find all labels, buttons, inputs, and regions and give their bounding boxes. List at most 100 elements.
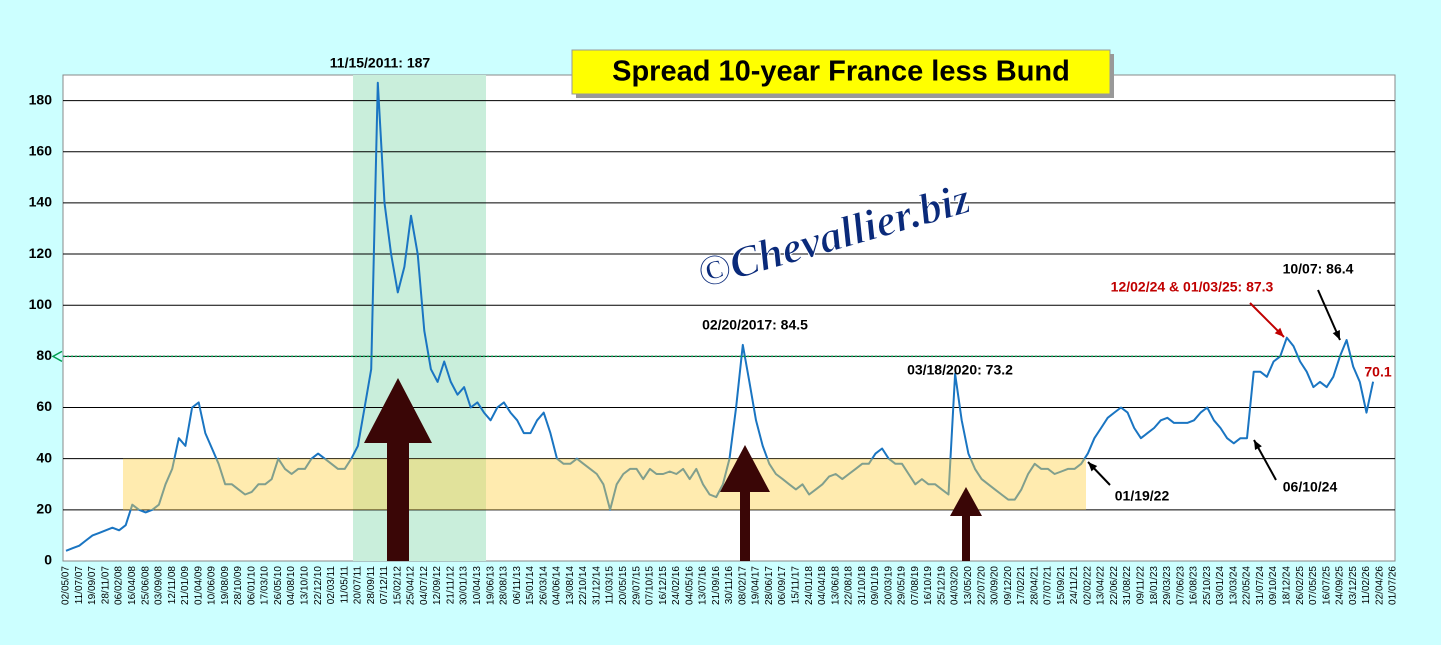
annotation: 03/18/2020: 73.2 <box>907 362 1013 378</box>
x-tick-label: 21/11/12 <box>445 566 456 605</box>
annotation: 11/15/2011: 187 <box>330 55 431 71</box>
x-tick-label: 19/04/17 <box>751 566 762 605</box>
x-tick-label: 30/11/16 <box>724 566 735 605</box>
annotation: 01/19/22 <box>1115 488 1170 504</box>
annotation: 06/10/24 <box>1283 479 1338 495</box>
x-tick-label: 16/07/25 <box>1321 566 1332 605</box>
y-tick-label: 140 <box>29 194 53 210</box>
x-tick-label: 20/03/19 <box>883 566 894 605</box>
x-tick-label: 03/12/25 <box>1348 566 1359 605</box>
x-tick-label: 10/06/09 <box>207 566 218 605</box>
x-tick-label: 04/07/12 <box>419 566 430 605</box>
x-tick-label: 07/06/23 <box>1175 566 1186 605</box>
x-tick-label: 26/02/25 <box>1295 566 1306 605</box>
x-tick-label: 31/08/22 <box>1122 566 1133 605</box>
y-tick-label: 160 <box>29 142 53 158</box>
y-tick-label: 20 <box>36 501 52 517</box>
x-tick-label: 25/10/23 <box>1202 566 1213 605</box>
x-tick-label: 11/07/07 <box>74 566 85 605</box>
x-tick-label: 25/12/19 <box>936 566 947 605</box>
x-tick-label: 11/05/11 <box>339 566 350 604</box>
arrow-head <box>1254 440 1262 450</box>
x-tick-label: 16/12/15 <box>658 566 669 605</box>
x-tick-label: 19/06/13 <box>485 566 496 605</box>
x-tick-label: 15/01/14 <box>525 566 536 605</box>
x-tick-label: 10/04/13 <box>472 566 483 605</box>
x-tick-label: 13/10/10 <box>300 566 311 605</box>
x-tick-label: 12/09/12 <box>432 566 443 605</box>
x-tick-label: 29/03/23 <box>1162 566 1173 605</box>
x-tick-label: 20/07/11 <box>353 566 364 605</box>
x-tick-label: 16/10/19 <box>923 566 934 605</box>
x-tick-label: 03/09/08 <box>154 566 165 605</box>
band <box>123 458 1086 510</box>
x-tick-label: 31/12/14 <box>591 566 602 605</box>
x-tick-label: 06/01/10 <box>246 566 257 605</box>
x-tick-label: 13/07/16 <box>698 566 709 605</box>
x-tick-label: 13/06/18 <box>830 566 841 605</box>
x-tick-label: 07/08/19 <box>910 566 921 605</box>
x-tick-label: 24/11/21 <box>1069 566 1080 605</box>
x-tick-label: 01/04/09 <box>193 566 204 605</box>
x-tick-label: 02/02/22 <box>1082 566 1093 605</box>
x-tick-label: 22/06/22 <box>1109 566 1120 605</box>
x-tick-label: 26/05/10 <box>273 566 284 605</box>
x-tick-label: 15/11/17 <box>790 566 801 605</box>
x-tick-label: 22/08/18 <box>844 566 855 605</box>
x-tick-label: 04/08/10 <box>286 566 297 605</box>
y-tick-label: 0 <box>44 552 52 568</box>
x-tick-label: 21/09/16 <box>711 566 722 605</box>
x-tick-label: 20/05/15 <box>618 566 629 605</box>
x-tick-label: 16/08/23 <box>1189 566 1200 605</box>
x-tick-label: 13/03/24 <box>1228 566 1239 605</box>
x-tick-label: 13/08/14 <box>565 566 576 605</box>
x-tick-label: 07/10/15 <box>645 566 656 605</box>
annotation: 10/07: 86.4 <box>1283 261 1354 277</box>
x-tick-label: 21/01/09 <box>180 566 191 605</box>
x-tick-label: 04/06/14 <box>552 566 563 605</box>
x-tick-label: 12/11/08 <box>167 566 178 605</box>
arrow-head <box>1088 462 1098 472</box>
x-tick-label: 16/04/08 <box>127 566 138 605</box>
x-tick-label: 22/07/20 <box>976 566 987 605</box>
x-tick-label: 29/05/19 <box>897 566 908 605</box>
x-tick-label: 06/11/13 <box>512 566 523 605</box>
x-tick-label: 25/06/08 <box>140 566 151 605</box>
y-tick-label: 120 <box>29 245 53 261</box>
x-tick-label: 22/05/24 <box>1242 566 1253 605</box>
y-tick-label: 60 <box>36 398 52 414</box>
x-tick-label: 24/09/25 <box>1335 566 1346 605</box>
x-tick-label: 07/07/21 <box>1043 566 1054 605</box>
x-tick-label: 06/09/17 <box>777 566 788 605</box>
x-tick-label: 17/03/10 <box>260 566 271 605</box>
x-tick-label: 01/07/26 <box>1388 566 1399 605</box>
x-tick-label: 28/11/07 <box>100 566 111 605</box>
x-tick-label: 24/01/18 <box>804 566 815 605</box>
x-tick-label: 31/07/24 <box>1255 566 1266 605</box>
x-tick-label: 25/04/12 <box>406 566 417 605</box>
x-tick-label: 04/03/20 <box>950 566 961 605</box>
x-tick-label: 13/04/22 <box>1096 566 1107 605</box>
title-box <box>571 49 1111 95</box>
x-tick-label: 02/03/11 <box>326 566 337 605</box>
x-tick-label: 09/11/22 <box>1136 566 1147 605</box>
x-tick-label: 17/02/21 <box>1016 566 1027 605</box>
x-tick-label: 31/10/18 <box>857 566 868 605</box>
arrow-head <box>1274 327 1284 337</box>
highlight-arrow <box>720 445 770 492</box>
x-tick-label: 02/05/07 <box>61 566 72 605</box>
y-tick-label: 100 <box>29 296 53 312</box>
reference-marker <box>51 350 63 363</box>
y-tick-label: 40 <box>36 449 52 465</box>
x-tick-label: 08/02/17 <box>737 566 748 605</box>
annotation: 12/02/24 & 01/03/25: 87.3 <box>1111 279 1274 295</box>
x-tick-label: 03/01/24 <box>1215 566 1226 605</box>
x-tick-label: 28/09/11 <box>366 566 377 605</box>
annotation: 70.1 <box>1364 364 1391 380</box>
x-tick-label: 30/01/13 <box>459 566 470 605</box>
y-tick-label: 80 <box>36 347 52 363</box>
annotation: 02/20/2017: 84.5 <box>702 317 808 333</box>
x-tick-label: 29/07/15 <box>631 566 642 605</box>
x-tick-label: 04/04/18 <box>817 566 828 605</box>
